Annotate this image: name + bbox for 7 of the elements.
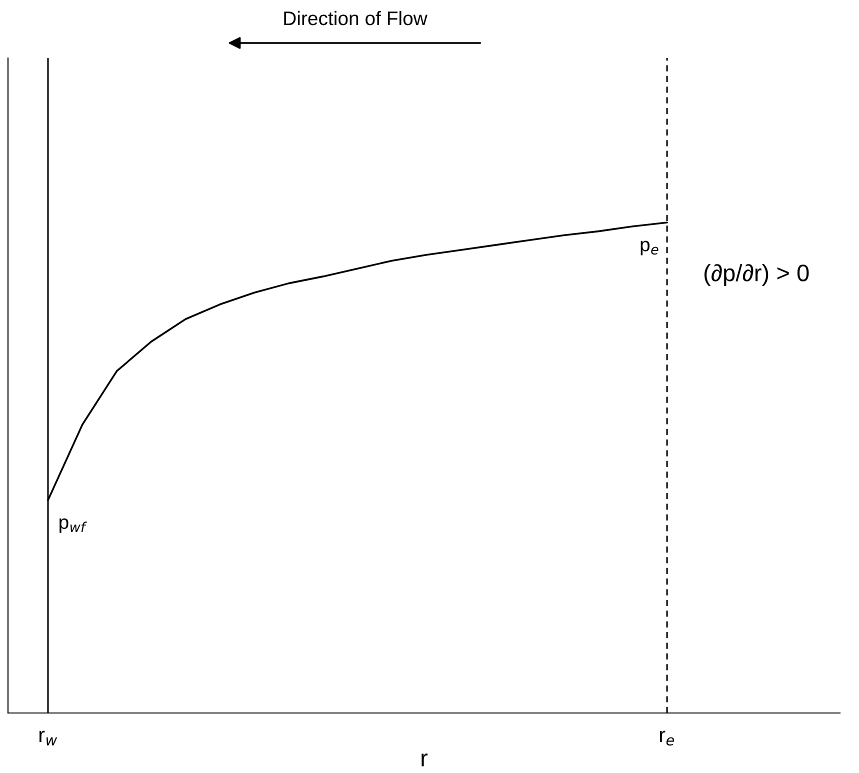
- x-tick-label: r$_{e}$: [660, 730, 674, 746]
- x-tick-label: r$_{w}$: [39, 730, 58, 746]
- x-axis-title: r: [422, 753, 428, 766]
- text: (∂p/∂r) > 0: [704, 264, 809, 286]
- annotation: p$_{wf}$: [60, 518, 87, 533]
- text: Direction of Flow: [284, 10, 428, 26]
- annotation: p$_{e}$: [640, 240, 658, 256]
